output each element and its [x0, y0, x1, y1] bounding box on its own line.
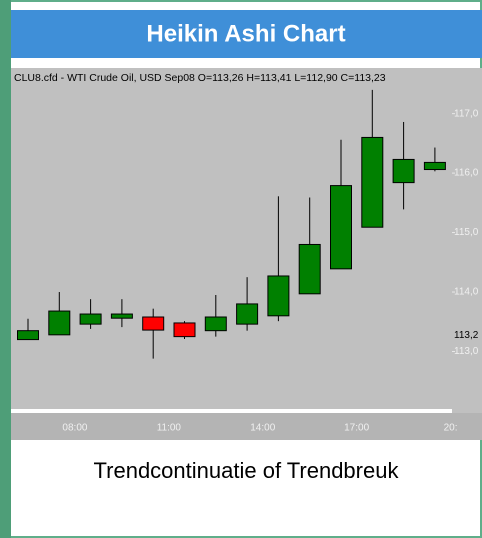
- x-axis-strip: [11, 413, 482, 440]
- y-tick-label: 113,0: [454, 346, 479, 357]
- candle-body: [423, 161, 446, 171]
- candle-body: [236, 303, 259, 325]
- candle-body: [392, 158, 415, 184]
- candle-body: [298, 243, 321, 295]
- chart-header: CLU8.cfd - WTI Crude Oil, USD Sep08 O=11…: [14, 72, 386, 84]
- y-tick-label: 115,0: [454, 227, 479, 238]
- candle-body: [361, 136, 384, 228]
- candle-body: [204, 316, 227, 332]
- x-tick-label: 20:: [444, 423, 458, 434]
- candle-body: [330, 185, 352, 270]
- x-tick-label: 17:00: [344, 423, 369, 434]
- last-price-label: 113,2: [454, 330, 479, 341]
- plot: 113,0 114,0 115,0 116,0 117,0 113,2 08:00 11:00…: [17, 89, 479, 434]
- y-tick-label: 117,0: [454, 108, 479, 119]
- x-tick-label: 14:00: [250, 423, 275, 434]
- candle-body: [142, 316, 165, 331]
- y-tick-label: 114,0: [454, 287, 479, 298]
- y-tick-label: 116,0: [454, 168, 479, 179]
- candle-body: [79, 313, 102, 325]
- caption: Trendcontinuatie of Trendbreuk: [94, 458, 400, 483]
- title: Heikin Ashi Chart: [146, 20, 345, 47]
- candle-body: [110, 313, 133, 319]
- candle-body: [48, 310, 71, 336]
- axis-separator: [11, 409, 452, 413]
- x-tick-label: 08:00: [62, 423, 87, 434]
- chart-panel: [11, 68, 482, 440]
- x-tick-label: 11:00: [157, 423, 182, 434]
- left-border: [0, 0, 11, 538]
- candle-body: [173, 322, 196, 338]
- candle-body: [17, 330, 39, 341]
- title-bar: [11, 10, 482, 58]
- candle-body: [267, 275, 290, 317]
